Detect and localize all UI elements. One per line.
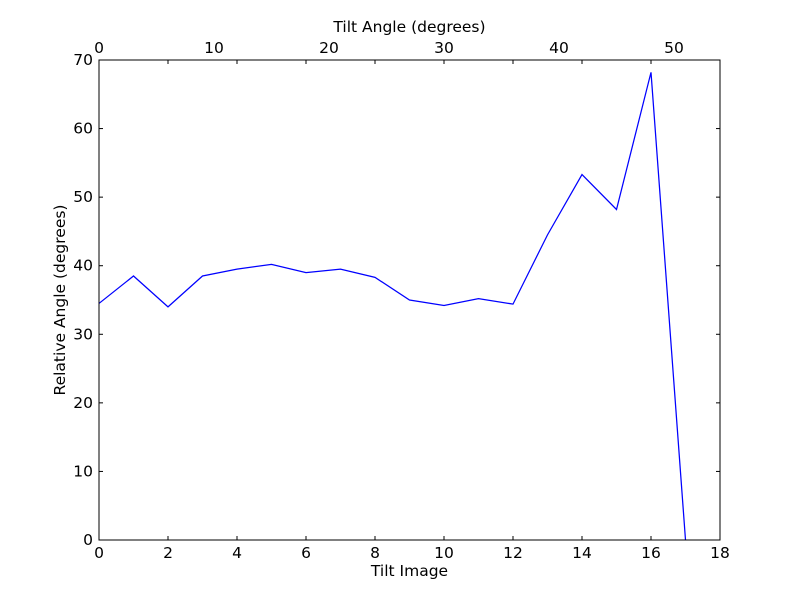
y-tick-label-6: 60 [73,120,93,138]
top-x-axis-label: Tilt Angle (degrees) [332,18,485,36]
x-tick-label-9: 18 [710,544,730,562]
x-tick-label-1: 2 [163,544,173,562]
x-tick-label-4: 8 [370,544,380,562]
x-tick-label-0: 0 [94,544,104,562]
y-tick-label-5: 50 [73,188,93,206]
top-x-tick-label-5: 50 [664,39,684,57]
x-axis-label: Tilt Image [370,562,448,580]
y-tick-label-0: 0 [83,531,93,549]
plot-layer [98,72,687,541]
x-tick-label-3: 6 [301,544,311,562]
x-tick-label-2: 4 [232,544,242,562]
y-tick-label-1: 10 [73,462,93,480]
x-tick-label-5: 10 [434,544,454,562]
y-tick-label-2: 20 [73,394,93,412]
plot-frame [98,59,721,541]
y-axis-label: Relative Angle (degrees) [51,205,69,396]
y-tick-label-3: 30 [73,325,93,343]
top-x-tick-label-2: 20 [319,39,339,57]
top-x-tick-label-1: 10 [204,39,224,57]
top-x-tick-label-4: 40 [549,39,569,57]
y-tick-label-7: 70 [73,51,93,69]
top-x-tick-label-0: 0 [94,39,104,57]
x-tick-label-6: 12 [503,544,523,562]
series-line-0 [98,72,687,541]
x-tick-label-7: 14 [572,544,592,562]
y-tick-label-4: 40 [73,257,93,275]
x-tick-label-8: 16 [641,544,661,562]
top-x-tick-label-3: 30 [434,39,454,57]
